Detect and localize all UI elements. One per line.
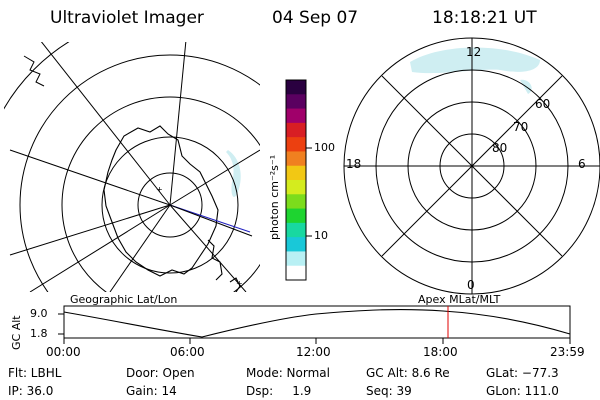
meridian xyxy=(9,149,171,206)
colorbar-band xyxy=(286,222,306,238)
colorbar-band xyxy=(286,151,306,167)
time-tick-2359: 23:59 xyxy=(550,345,585,359)
time-tick-0600: 06:00 xyxy=(170,345,205,359)
time-tick-1200: 12:00 xyxy=(296,345,331,359)
coastline xyxy=(23,55,45,87)
meridian xyxy=(169,42,187,206)
subsolar-line xyxy=(169,204,253,237)
colorbar-band xyxy=(286,194,306,210)
latitude-circle xyxy=(19,54,260,292)
mlt-label-12: 12 xyxy=(466,45,482,59)
mlat-caption: Apex MLat/MLT xyxy=(418,293,501,306)
meridian xyxy=(109,204,171,292)
colorbar-band xyxy=(286,165,306,181)
pole-marker: + xyxy=(156,185,163,194)
time-tick-0000: 00:00 xyxy=(46,345,81,359)
mlt-label-0: 0 xyxy=(467,278,475,292)
gc-alt-info: GC Alt: 8.6 Re xyxy=(366,366,450,380)
colorbar-tick-10: 10 xyxy=(314,229,328,242)
colorbar-band xyxy=(286,137,306,152)
latitude-circle xyxy=(61,96,260,292)
dsp-info: Dsp: 1.9 xyxy=(246,384,312,398)
mlt-polar-plot xyxy=(343,37,600,295)
peninsula-outline xyxy=(207,239,223,281)
meridian xyxy=(29,204,171,292)
colorbar-band xyxy=(286,237,306,252)
mlat-label-70: 70 xyxy=(513,120,529,134)
pole-marker: + xyxy=(236,279,243,288)
altitude-tick-1-8: 1.8 xyxy=(30,327,48,340)
date-label: 04 Sep 07 xyxy=(272,8,359,28)
aurora-oval xyxy=(410,47,540,74)
meridian xyxy=(9,204,171,256)
mlt-label-6: 6 xyxy=(578,157,586,171)
geographic-caption: Geographic Lat/Lon xyxy=(70,293,178,306)
latitude-circle xyxy=(4,42,70,110)
colorbar-unit-label: photon cm⁻²s⁻¹ xyxy=(268,154,281,240)
geographic-map xyxy=(4,42,260,292)
colorbar-band xyxy=(286,180,306,195)
gain-info: Gain: 14 xyxy=(126,384,177,398)
satellite-track xyxy=(169,204,251,233)
colorbar-band xyxy=(286,208,306,224)
filter-info: Flt: LBHL xyxy=(8,366,62,380)
mlt-label-18: 18 xyxy=(346,157,362,171)
mlt-axis-diagonal xyxy=(381,75,563,257)
glat-info: GLat: −77.3 xyxy=(486,366,559,380)
meridian xyxy=(40,42,171,206)
mlat-label-60: 60 xyxy=(535,97,551,111)
meridian xyxy=(169,149,260,206)
mode-info: Mode: Normal xyxy=(246,366,330,380)
app-title: Ultraviolet Imager xyxy=(50,8,204,28)
colorbar-tick-100: 100 xyxy=(314,141,335,154)
colorbar-band xyxy=(286,108,306,124)
colorbar-band xyxy=(286,251,306,267)
latitude-circle xyxy=(101,136,239,274)
aurora-patch xyxy=(226,150,241,197)
seq-info: Seq: 39 xyxy=(366,384,412,398)
mlat-label-80: 80 xyxy=(492,141,508,155)
colorbar-band xyxy=(286,265,306,281)
colorbar-band xyxy=(286,80,306,95)
coastline xyxy=(229,277,241,292)
time-tick-1800: 18:00 xyxy=(423,345,458,359)
altitude-plot xyxy=(58,305,571,344)
time-label: 18:18:21 UT xyxy=(432,8,537,28)
ip-info: IP: 36.0 xyxy=(8,384,54,398)
altitude-curve xyxy=(63,309,571,338)
colorbar-band xyxy=(286,94,306,110)
latitude-circle xyxy=(137,172,203,238)
continent-outline xyxy=(103,125,219,277)
colorbar-band xyxy=(286,122,306,138)
altitude-tick-9: 9.0 xyxy=(30,307,48,320)
glon-info: GLon: 111.0 xyxy=(486,384,559,398)
door-info: Door: Open xyxy=(126,366,195,380)
altitude-axis-label: GC Alt xyxy=(10,315,23,350)
colorbar xyxy=(285,79,312,281)
meridian xyxy=(169,204,247,292)
